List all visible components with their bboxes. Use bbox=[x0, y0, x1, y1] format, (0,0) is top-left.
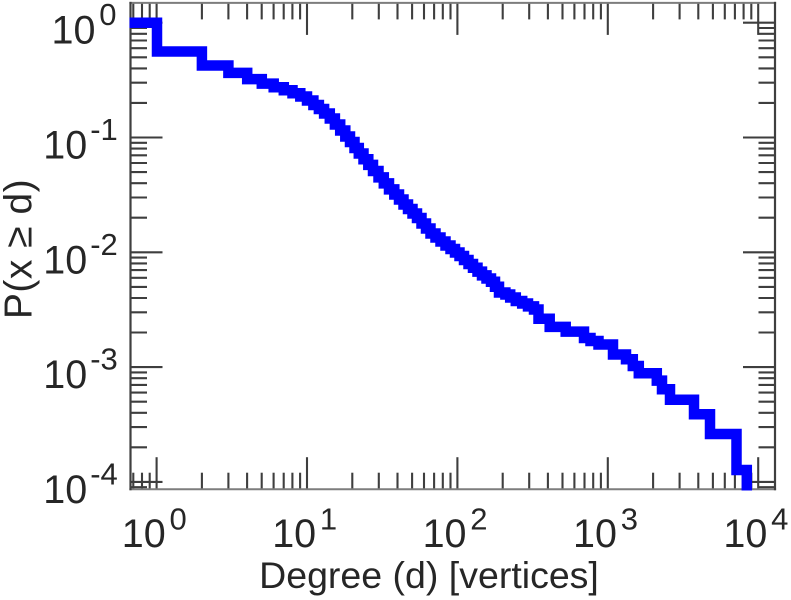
svg-text:10: 10 bbox=[723, 512, 767, 556]
svg-text:10: 10 bbox=[43, 124, 87, 168]
svg-text:0: 0 bbox=[99, 0, 116, 32]
svg-text:-1: -1 bbox=[90, 112, 118, 147]
svg-text:10: 10 bbox=[52, 9, 96, 53]
svg-text:10: 10 bbox=[43, 238, 87, 282]
svg-text:-3: -3 bbox=[90, 342, 118, 377]
svg-text:1: 1 bbox=[320, 502, 337, 537]
svg-text:10: 10 bbox=[43, 468, 87, 512]
svg-text:4: 4 bbox=[771, 502, 788, 537]
svg-text:-2: -2 bbox=[90, 227, 118, 262]
svg-text:P(x ≥ d): P(x ≥ d) bbox=[0, 179, 41, 319]
svg-text:10: 10 bbox=[43, 353, 87, 397]
svg-text:2: 2 bbox=[470, 502, 487, 537]
svg-text:3: 3 bbox=[621, 502, 638, 537]
svg-text:10: 10 bbox=[272, 512, 316, 556]
svg-text:Degree (d) [vertices]: Degree (d) [vertices] bbox=[259, 554, 599, 596]
svg-text:10: 10 bbox=[573, 512, 617, 556]
svg-text:-4: -4 bbox=[90, 456, 118, 491]
svg-text:10: 10 bbox=[122, 512, 166, 556]
svg-text:10: 10 bbox=[423, 512, 467, 556]
svg-text:0: 0 bbox=[170, 502, 187, 537]
